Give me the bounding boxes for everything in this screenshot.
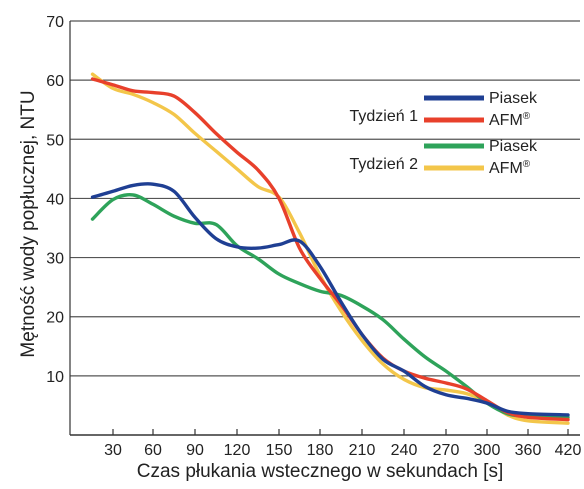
legend-entry: Piasek [489,90,538,107]
axes: 10 20 30 40 50 60 70 30 60 90 120 150 180 210 240 270 30… [46,14,581,459]
x-tick-label: 120 [224,442,251,459]
x-tick-label: 420 [555,442,582,459]
y-tick-label: 20 [46,310,64,327]
x-tick-label: 60 [144,442,162,459]
legend-entry: AFM® [489,159,531,177]
x-tick-label: 210 [349,442,376,459]
x-tick-label: 270 [433,442,460,459]
legend-entry: Piasek [489,138,538,155]
series-line-week1-piasek [90,182,570,417]
legend-group-label: Tydzień 2 [350,156,419,173]
x-tick-label: 30 [104,442,122,459]
grid [70,20,580,377]
x-axis-label: Czas płukania wstecznego w sekundach [s] [137,461,503,482]
x-tick-label: 360 [515,442,542,459]
legend: Tydzień 1 Tydzień 2 Piasek AFM® Piasek AFM® [350,90,539,177]
x-tick-label: 150 [266,442,293,459]
y-tick-label: 50 [46,132,64,149]
y-tick-label: 30 [46,251,64,268]
legend-entry: AFM® [489,111,531,129]
series-group [90,72,570,425]
series-line-week1-afm [90,77,570,422]
x-tick-label: 300 [474,442,501,459]
legend-group-label: Tydzień 1 [350,108,419,125]
y-tick-label: 70 [46,14,64,31]
x-tick-label: 90 [186,442,204,459]
series-line-week2-piasek [90,193,570,419]
y-tick-label: 60 [46,73,64,90]
y-axis-label: Mętność wody popłucznej, NTU [18,90,39,357]
x-tick-label: 240 [391,442,418,459]
series-line-week2-afm [90,72,570,425]
x-tick-label: 180 [307,442,334,459]
y-tick-label: 40 [46,191,64,208]
y-tick-label: 10 [46,369,64,386]
